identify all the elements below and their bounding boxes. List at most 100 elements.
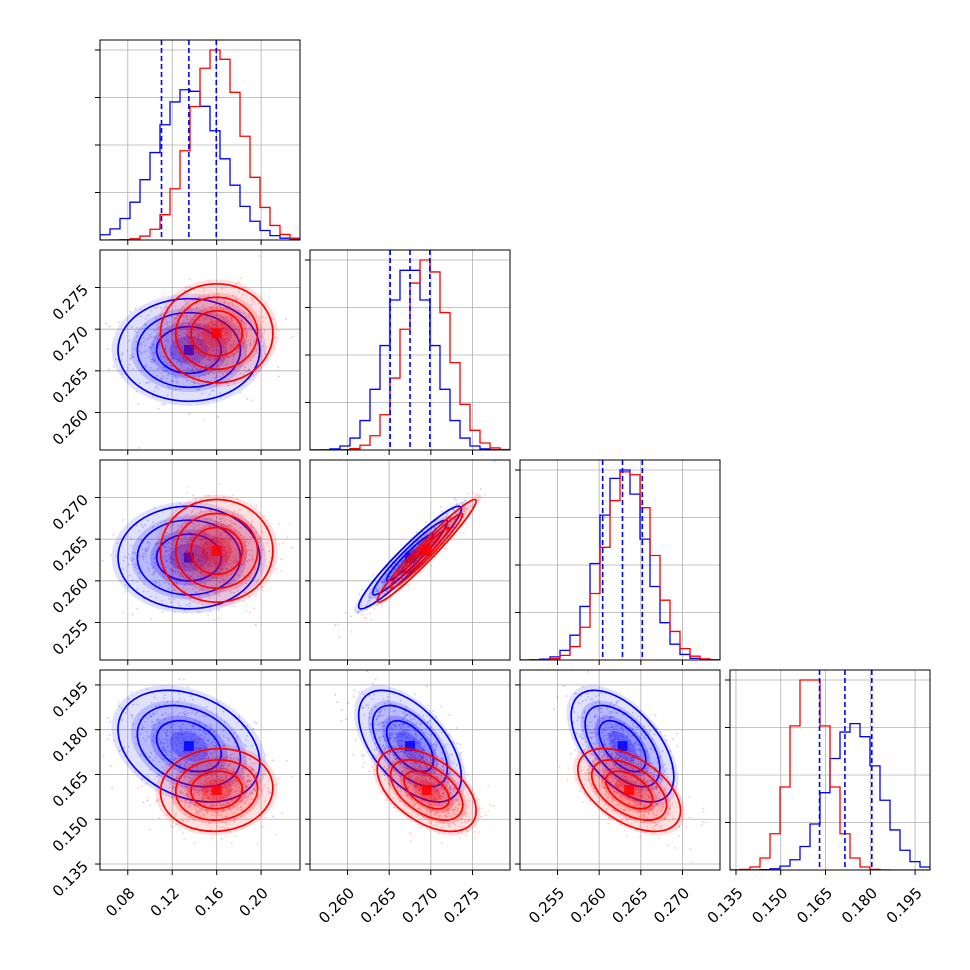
scatter-point: [249, 342, 251, 345]
scatter-point: [244, 557, 246, 560]
scatter-point: [203, 546, 206, 549]
scatter-point: [170, 824, 172, 827]
scatter-point: [214, 324, 216, 326]
scatter-point: [209, 563, 212, 566]
scatter-point: [204, 323, 207, 326]
scatter-point: [194, 351, 197, 354]
scatter-point: [205, 364, 208, 367]
scatter-point: [236, 298, 238, 301]
scatter-point: [202, 333, 204, 336]
scatter-point: [165, 560, 168, 562]
scatter-point: [203, 373, 206, 376]
scatter-point: [181, 342, 184, 345]
scatter-point: [181, 562, 184, 565]
scatter-point: [407, 583, 410, 586]
scatter-point: [182, 319, 185, 322]
scatter-point: [228, 301, 231, 304]
scatter-point: [407, 568, 410, 571]
scatter-point: [168, 598, 171, 600]
scatter-point: [147, 797, 150, 799]
scatter-point: [211, 349, 213, 351]
scatter-point: [229, 348, 232, 351]
scatter-point: [196, 507, 199, 510]
scatter-point: [197, 337, 199, 340]
scatter-point: [222, 525, 225, 528]
scatter-point: [198, 559, 201, 562]
scatter-point: [184, 321, 187, 324]
scatter-point: [178, 360, 181, 363]
scatter-point: [191, 365, 194, 368]
scatter-point: [216, 579, 218, 582]
scatter-point: [135, 340, 137, 343]
scatter-point: [236, 304, 239, 307]
scatter-point: [129, 557, 132, 560]
scatter-point: [222, 537, 225, 540]
scatter-point: [232, 561, 235, 563]
scatter-point: [198, 555, 201, 557]
scatter-point: [174, 572, 176, 575]
scatter-point: [386, 586, 389, 589]
scatter-point: [214, 593, 217, 596]
scatter-point: [164, 534, 167, 537]
scatter-point: [271, 815, 274, 818]
scatter-point: [223, 515, 226, 518]
scatter-point: [230, 301, 233, 304]
scatter-point: [212, 372, 215, 375]
scatter-point: [245, 582, 248, 585]
scatter-point: [153, 587, 156, 590]
scatter-point: [121, 372, 124, 375]
scatter-point: [479, 495, 481, 497]
scatter-point: [155, 306, 158, 309]
scatter-point: [286, 759, 288, 762]
scatter-point: [206, 551, 209, 554]
scatter-point: [156, 569, 159, 572]
scatter-point: [208, 356, 211, 359]
scatter-point: [208, 348, 211, 351]
scatter-point: [223, 300, 226, 303]
scatter-point: [231, 302, 234, 305]
scatter-point: [176, 546, 179, 549]
scatter-point: [151, 574, 154, 576]
scatter-point: [135, 524, 138, 527]
scatter-point: [215, 299, 218, 301]
scatter-point: [400, 588, 403, 591]
scatter-point: [207, 325, 209, 327]
scatter-point: [112, 365, 115, 368]
scatter-point: [184, 338, 186, 341]
scatter-point: [219, 321, 222, 324]
scatter-point: [171, 570, 174, 573]
scatter-point: [171, 543, 174, 546]
scatter-point: [205, 350, 207, 353]
scatter-point: [145, 339, 147, 341]
scatter-point: [138, 381, 141, 384]
scatter-point: [237, 317, 240, 320]
scatter-point: [226, 331, 228, 334]
scatter-point: [129, 356, 132, 359]
scatter-point: [375, 587, 378, 590]
scatter-point: [139, 351, 142, 354]
scatter-point: [175, 316, 178, 319]
scatter-point: [228, 538, 231, 541]
scatter-point: [435, 541, 438, 544]
scatter-point: [229, 373, 232, 375]
scatter-point: [226, 568, 229, 571]
scatter-point: [227, 547, 230, 549]
scatter-point: [179, 353, 182, 356]
scatter-point: [173, 353, 175, 356]
scatter-point: [250, 329, 253, 332]
scatter-point: [235, 568, 237, 571]
scatter-point: [228, 562, 231, 565]
scatter-point: [127, 563, 130, 566]
scatter-point: [247, 595, 250, 598]
scatter-point: [203, 318, 206, 321]
scatter-point: [198, 523, 201, 526]
scatter-point: [417, 539, 419, 542]
scatter-point: [163, 555, 166, 557]
scatter-point: [230, 519, 232, 522]
scatter-point: [155, 582, 158, 585]
scatter-point: [248, 540, 251, 543]
scatter-point: [150, 336, 153, 339]
scatter-point: [233, 381, 236, 384]
scatter-point: [191, 354, 193, 357]
scatter-point: [176, 381, 179, 384]
